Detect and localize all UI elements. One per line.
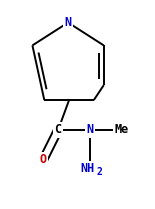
Text: O: O (40, 153, 47, 166)
Text: NH: NH (81, 162, 95, 175)
Text: N: N (64, 16, 72, 29)
Text: 2: 2 (97, 167, 103, 177)
Text: N: N (86, 123, 93, 136)
Text: Me: Me (115, 123, 129, 136)
Text: C: C (55, 123, 62, 136)
